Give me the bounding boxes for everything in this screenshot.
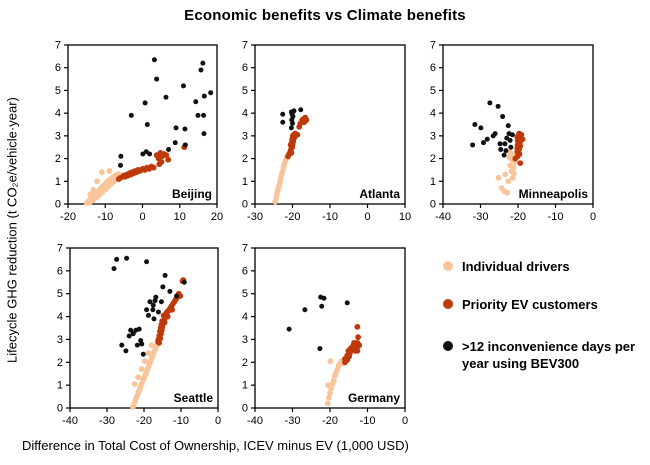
svg-text:1: 1 — [55, 176, 61, 188]
svg-text:5: 5 — [242, 85, 248, 97]
svg-text:0: 0 — [139, 211, 145, 223]
svg-text:2: 2 — [430, 153, 436, 165]
svg-text:6: 6 — [57, 265, 63, 277]
svg-text:-30: -30 — [99, 415, 115, 427]
svg-text:-20: -20 — [285, 211, 301, 223]
svg-text:-40: -40 — [62, 415, 78, 427]
svg-text:6: 6 — [242, 265, 248, 277]
svg-text:1: 1 — [242, 176, 248, 188]
svg-text:4: 4 — [242, 311, 248, 323]
svg-text:5: 5 — [242, 288, 248, 300]
legend-label-bev300-inconvenience: >12 inconvenience days per year using BE… — [462, 339, 636, 372]
legend-label-individual-drivers: Individual drivers — [462, 259, 570, 274]
svg-text:2: 2 — [242, 153, 248, 165]
subplot-label-atlanta: Atlanta — [359, 187, 400, 201]
svg-text:4: 4 — [242, 108, 248, 120]
scatter-canvas-atlanta: 0 1 2 3 4 5 6 7 -30 -20 -10 0 10 — [242, 40, 411, 224]
svg-text:3: 3 — [57, 334, 63, 346]
legend-label-priority-ev-customers: Priority EV customers — [462, 297, 598, 313]
svg-text:7: 7 — [430, 40, 436, 52]
svg-text:-10: -10 — [322, 211, 338, 223]
svg-text:7: 7 — [57, 243, 63, 255]
svg-text:-20: -20 — [136, 415, 152, 427]
svg-text:1: 1 — [430, 176, 436, 188]
svg-text:0: 0 — [402, 415, 408, 427]
svg-text:3: 3 — [55, 130, 61, 142]
svg-text:0: 0 — [57, 403, 63, 415]
legend-item-individual-drivers: Individual drivers — [443, 258, 639, 275]
svg-text:3: 3 — [242, 334, 248, 346]
svg-text:6: 6 — [55, 62, 61, 74]
svg-text:4: 4 — [55, 108, 61, 120]
subplot-label-seattle: Seattle — [173, 391, 213, 405]
svg-text:7: 7 — [242, 40, 248, 52]
svg-text:0: 0 — [242, 199, 248, 211]
svg-text:5: 5 — [55, 85, 61, 97]
subplot-germany: 0 1 2 3 4 5 6 7 -40 -30 -20 -10 0 Germany — [242, 243, 408, 428]
svg-text:5: 5 — [430, 85, 436, 97]
svg-text:-30: -30 — [285, 415, 301, 427]
svg-text:0: 0 — [430, 199, 436, 211]
svg-text:0: 0 — [590, 211, 596, 223]
svg-text:-40: -40 — [247, 415, 263, 427]
svg-text:1: 1 — [242, 380, 248, 392]
chart-title: Economic benefits vs Climate benefits — [184, 7, 466, 24]
svg-text:5: 5 — [57, 288, 63, 300]
svg-text:-10: -10 — [548, 211, 564, 223]
svg-text:-30: -30 — [473, 211, 489, 223]
svg-text:-10: -10 — [173, 415, 189, 427]
svg-text:4: 4 — [430, 108, 436, 120]
svg-text:-10: -10 — [360, 415, 376, 427]
svg-text:4: 4 — [57, 311, 63, 323]
svg-text:0: 0 — [215, 415, 221, 427]
svg-text:2: 2 — [242, 357, 248, 369]
svg-text:10: 10 — [399, 211, 411, 223]
y-axis-label: Lifecycle GHG reduction (t CO₂e/vehicle·… — [4, 97, 20, 363]
svg-text:6: 6 — [430, 62, 436, 74]
scatter-canvas-minneapolis: 0 1 2 3 4 5 6 7 -40 -30 -20 -10 0 — [430, 40, 596, 224]
individual-drivers-swatch-icon — [443, 261, 453, 271]
svg-text:6: 6 — [242, 62, 248, 74]
svg-text:7: 7 — [55, 40, 61, 52]
svg-text:-30: -30 — [247, 211, 263, 223]
svg-text:-20: -20 — [60, 211, 76, 223]
subplot-minneapolis: 0 1 2 3 4 5 6 7 -40 -30 -20 -10 0 Minneapolis — [430, 40, 596, 224]
scatter-canvas-seattle: 0 1 2 3 4 5 6 7 -40 -30 -20 -10 0 — [57, 243, 221, 428]
priority-ev-customers-swatch-icon — [443, 299, 453, 310]
subplot-seattle: 0 1 2 3 4 5 6 7 -40 -30 -20 -10 0 Seattle — [57, 243, 221, 428]
svg-text:-40: -40 — [435, 211, 451, 223]
subplot-beijing: 0 1 2 3 4 5 6 7 -20 -10 0 10 20 Beijing — [55, 40, 223, 224]
subplot-label-minneapolis: Minneapolis — [518, 187, 588, 201]
subplot-label-germany: Germany — [347, 391, 400, 405]
legend-item-priority-ev-customers: Priority EV customers — [443, 296, 639, 313]
subplot-atlanta: 0 1 2 3 4 5 6 7 -30 -20 -10 0 10 Atlanta — [242, 40, 411, 224]
svg-text:0: 0 — [55, 199, 61, 211]
svg-text:-10: -10 — [97, 211, 113, 223]
scatter-canvas-beijing: 0 1 2 3 4 5 6 7 -20 -10 0 10 20 — [55, 40, 223, 224]
svg-text:10: 10 — [174, 211, 186, 223]
svg-text:1: 1 — [57, 380, 63, 392]
legend-item-bev300-inconvenience: >12 inconvenience days per year using BE… — [443, 338, 639, 372]
svg-text:7: 7 — [242, 243, 248, 255]
svg-text:0: 0 — [242, 403, 248, 415]
svg-text:-20: -20 — [322, 415, 338, 427]
subplot-label-beijing: Beijing — [171, 187, 212, 201]
svg-text:2: 2 — [55, 153, 61, 165]
svg-text:-20: -20 — [510, 211, 526, 223]
scatter-canvas-germany: 0 1 2 3 4 5 6 7 -40 -30 -20 -10 0 — [242, 243, 408, 428]
legend: Individual drivers Priority EV customers… — [443, 258, 639, 394]
svg-text:0: 0 — [364, 211, 370, 223]
svg-text:2: 2 — [57, 357, 63, 369]
svg-text:20: 20 — [211, 211, 223, 223]
svg-text:3: 3 — [430, 130, 436, 142]
x-axis-label: Difference in Total Cost of Ownership, I… — [22, 438, 409, 453]
svg-text:3: 3 — [242, 130, 248, 142]
bev300-swatch-icon — [443, 341, 453, 352]
